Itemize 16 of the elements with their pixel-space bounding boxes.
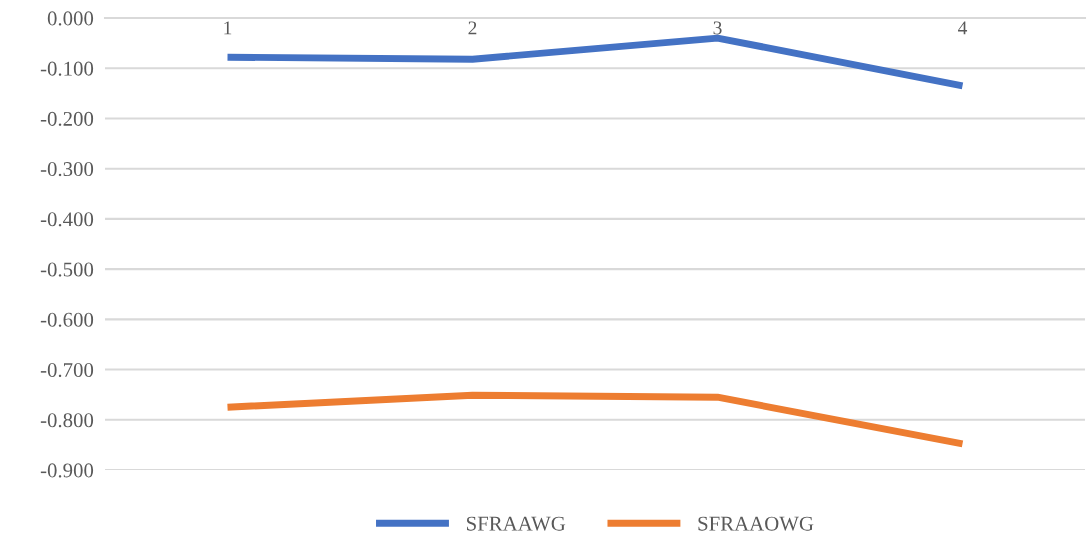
y-tick-label: -0.700 xyxy=(40,362,94,378)
y-tick-label: 0.000 xyxy=(47,11,94,26)
y-tick-label: -0.100 xyxy=(40,61,94,76)
y-tick-label: -0.500 xyxy=(40,262,94,277)
y-tick-label: -0.400 xyxy=(40,212,94,227)
x-tick-label: 2 xyxy=(468,21,477,35)
x-tick-label: 1 xyxy=(224,21,232,35)
x-tick-label: 3 xyxy=(713,21,722,35)
y-tick-label: -0.300 xyxy=(40,162,94,177)
y-tick-label: -0.200 xyxy=(40,111,94,126)
x-tick-label: 4 xyxy=(958,21,968,35)
legend-label: SFRAAWG xyxy=(467,516,566,531)
y-tick-label: -0.600 xyxy=(40,312,94,327)
legend-label: SFRAAOWG xyxy=(698,516,814,531)
y-tick-label: -0.800 xyxy=(40,413,94,428)
y-tick-label: -0.900 xyxy=(40,463,94,478)
